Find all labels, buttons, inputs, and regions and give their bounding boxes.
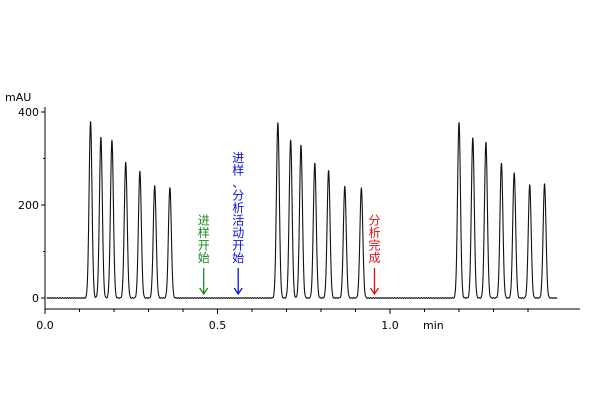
y-tick-label: 0 <box>32 292 39 305</box>
axes: mAU min <box>5 91 580 332</box>
annotation-char: 析 <box>232 201 244 215</box>
chromatogram-trace <box>46 121 558 299</box>
annotation-char: 开 <box>232 239 244 253</box>
annotation-char: 完 <box>368 238 380 253</box>
annotation-char: 始 <box>198 251 210 265</box>
y-tick-label: 400 <box>18 106 39 119</box>
annotation-char: 样 <box>198 225 210 240</box>
x-tick-label: 0.5 <box>209 319 227 332</box>
annotation-arrow-head <box>369 287 380 296</box>
annotation-arrow-head <box>199 287 209 296</box>
annotation-char: 进 <box>198 214 210 228</box>
y-tick-label: 200 <box>18 199 39 212</box>
x-tick-label: 0.0 <box>36 319 54 332</box>
annotation-char: 进 <box>232 151 244 165</box>
annotation-arrow-head <box>233 287 243 296</box>
annotation-char: 分 <box>368 214 380 228</box>
annotation-char: 析 <box>368 226 380 240</box>
annotation-char: 始 <box>232 251 244 265</box>
x-unit-label: min <box>423 319 444 332</box>
y-unit-label: mAU <box>5 91 31 104</box>
annotation-char: 、 <box>232 176 244 190</box>
x-tick-label: 1.0 <box>381 319 399 332</box>
annotation-char: 开 <box>198 239 210 253</box>
ticks: 0.0 0.5 1.0 0 200 400 <box>18 106 529 332</box>
annotation-char: 分 <box>232 189 244 203</box>
annotation-char: 样 <box>232 163 244 178</box>
annotation-char: 动 <box>232 226 244 240</box>
annotation-char: 活 <box>232 214 244 228</box>
traces <box>46 121 558 299</box>
annotation-char: 成 <box>368 251 380 265</box>
